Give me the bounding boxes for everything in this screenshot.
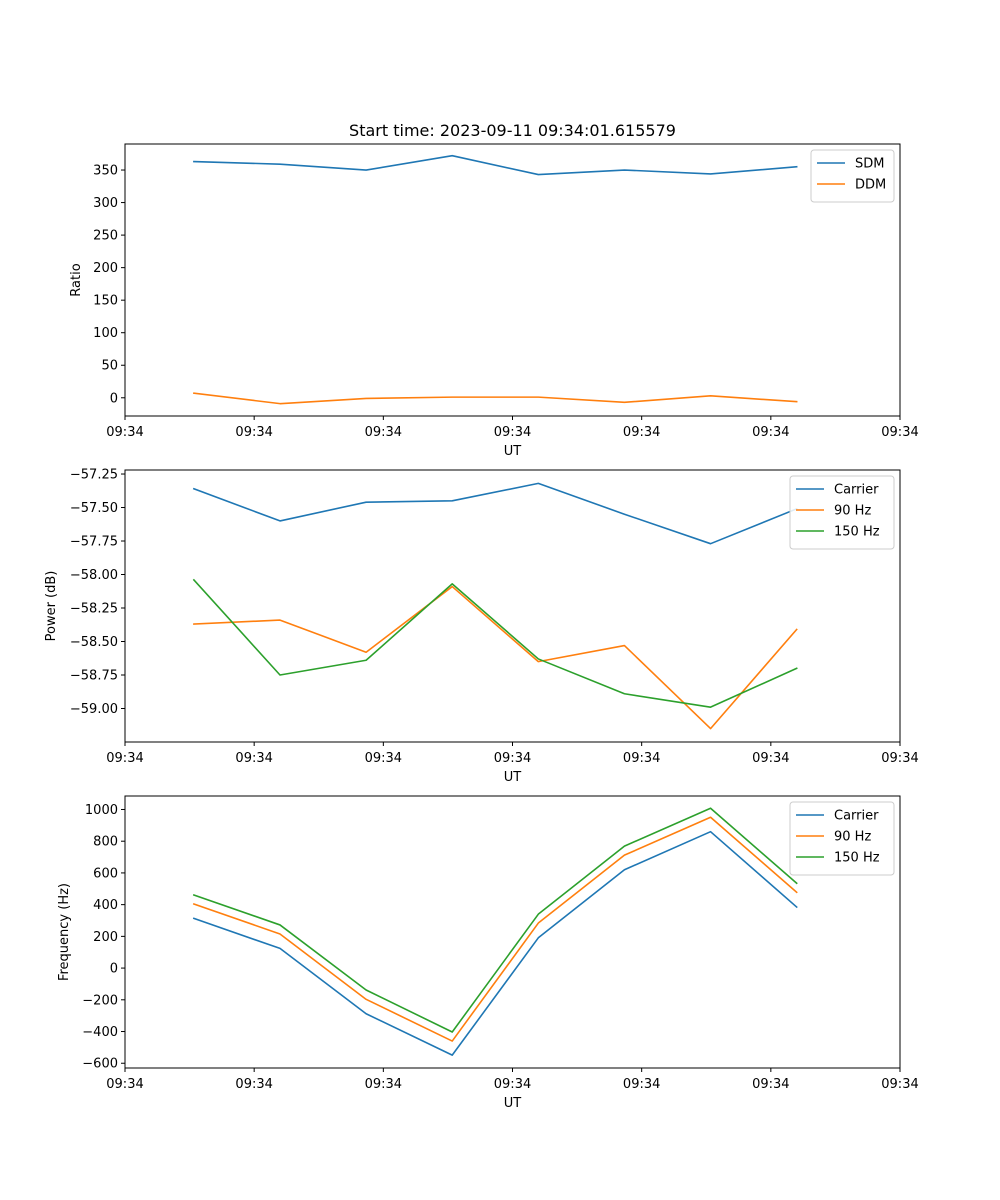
- series-line-90-hz: [192, 816, 798, 1042]
- x-axis-label: UT: [504, 444, 522, 459]
- y-tick-label: −58.50: [70, 635, 118, 650]
- y-tick-label: −58.25: [70, 602, 118, 617]
- y-tick-label: 0: [110, 962, 118, 977]
- series-line-90-hz: [193, 585, 798, 730]
- x-tick-label: 09:34: [106, 425, 143, 440]
- x-tick-label: 09:34: [752, 751, 789, 766]
- x-tick-label: 09:34: [881, 1077, 918, 1092]
- legend-label: 150 Hz: [834, 525, 880, 540]
- legend-label: Carrier: [834, 809, 879, 824]
- legend-label: 150 Hz: [834, 851, 880, 866]
- y-tick-label: −57.50: [70, 501, 118, 516]
- y-tick-label: 200: [93, 930, 118, 945]
- x-tick-label: 09:34: [235, 425, 272, 440]
- chart-title: Start time: 2023-09-11 09:34:01.615579: [349, 121, 676, 140]
- y-tick-label: 600: [93, 866, 118, 881]
- y-tick-label: −57.75: [70, 535, 118, 550]
- y-tick-label: −57.25: [70, 468, 118, 483]
- y-tick-label: −600: [82, 1057, 118, 1072]
- ratio-panel: 09:34 09:34 09:34 09:34 09:34 09:34 09:34 0 50 10…: [69, 143, 919, 459]
- legend-label: Carrier: [834, 483, 879, 498]
- y-tick-label: 50: [101, 359, 118, 374]
- x-axis-label: UT: [504, 770, 522, 785]
- series-line-sdm: [193, 154, 798, 176]
- y-tick-label: 0: [110, 391, 118, 406]
- x-axis-label: UT: [504, 1096, 522, 1111]
- x-tick-label: 09:34: [623, 1077, 660, 1092]
- legend-label: 90 Hz: [834, 830, 871, 845]
- y-tick-label: 250: [93, 229, 118, 244]
- series-line-150-hz: [192, 578, 798, 708]
- y-tick-label: −59.00: [70, 702, 118, 717]
- y-tick-label: 300: [93, 196, 118, 211]
- y-tick-label: −58.75: [70, 669, 118, 684]
- power-panel: 09:34 09:34 09:34 09:34 09:34 09:34 09:34 −57.2…: [44, 468, 919, 785]
- legend-label: SDM: [855, 157, 884, 172]
- series-line-150-hz: [192, 807, 798, 1033]
- y-tick-label: −200: [82, 993, 118, 1008]
- x-tick-label: 09:34: [752, 425, 789, 440]
- series-line-carrier: [192, 830, 798, 1056]
- x-tick-label: 09:34: [752, 1077, 789, 1092]
- y-tick-label: −400: [82, 1025, 118, 1040]
- x-tick-label: 09:34: [881, 751, 918, 766]
- y-tick-label: 800: [93, 835, 118, 850]
- x-tick-label: 09:34: [365, 425, 402, 440]
- y-tick-label: 1000: [85, 803, 118, 818]
- y-axis-label: Power (dB): [44, 571, 59, 642]
- x-tick-label: 09:34: [494, 751, 531, 766]
- y-tick-label: 150: [93, 294, 118, 309]
- y-tick-label: 350: [93, 164, 118, 179]
- y-tick-label: 100: [93, 326, 118, 341]
- x-tick-label: 09:34: [623, 751, 660, 766]
- y-tick-label: 400: [93, 898, 118, 913]
- x-tick-label: 09:34: [494, 425, 531, 440]
- y-axis-label: Ratio: [69, 263, 84, 296]
- y-tick-label: −58.00: [70, 568, 118, 583]
- x-tick-label: 09:34: [106, 751, 143, 766]
- series-line-carrier: [192, 482, 798, 545]
- legend-label: DDM: [855, 178, 886, 193]
- legend-label: 90 Hz: [834, 504, 871, 519]
- x-tick-label: 09:34: [235, 751, 272, 766]
- frequency-panel: 09:34 09:34 09:34 09:34 09:34 09:34 09:34 −600 −…: [57, 795, 919, 1111]
- x-tick-label: 09:34: [106, 1077, 143, 1092]
- y-axis-label: Frequency (Hz): [57, 883, 72, 981]
- x-tick-label: 09:34: [623, 425, 660, 440]
- x-tick-label: 09:34: [365, 1077, 402, 1092]
- x-tick-label: 09:34: [881, 425, 918, 440]
- y-tick-label: 200: [93, 261, 118, 276]
- x-tick-label: 09:34: [494, 1077, 531, 1092]
- series-line-ddm: [192, 392, 798, 405]
- x-tick-label: 09:34: [235, 1077, 272, 1092]
- x-tick-label: 09:34: [365, 751, 402, 766]
